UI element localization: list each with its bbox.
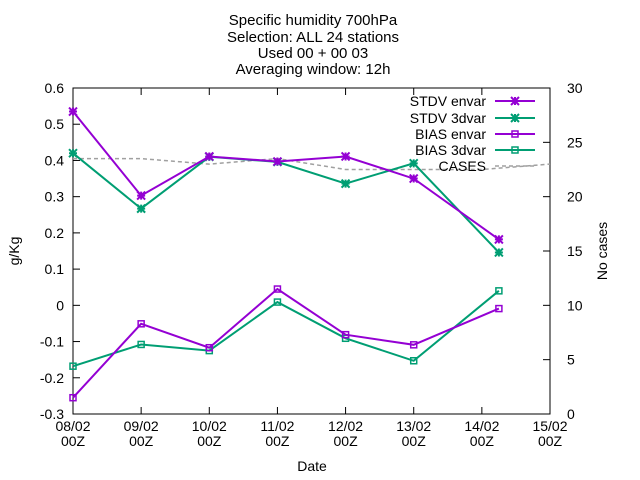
legend-label: STDV envar [410, 93, 487, 109]
star-marker [272, 156, 283, 167]
x-tick-label-date: 15/02 [532, 418, 567, 434]
square-marker [495, 287, 503, 295]
series-bias-3dvar [69, 287, 503, 370]
y-tick-label: 0.6 [45, 80, 65, 96]
square-marker [341, 330, 350, 339]
star-marker [409, 158, 419, 169]
y-tick-label: -0.1 [40, 334, 64, 350]
star-marker [340, 151, 351, 162]
series-line [72, 287, 500, 399]
star-marker [68, 106, 78, 117]
x-tick-label-time: 00Z [197, 433, 222, 449]
chart-title-line-4: Averaging window: 12h [236, 61, 391, 78]
y-axis-label: g/Kg [6, 237, 22, 266]
y-tick-label: 0.2 [45, 225, 65, 241]
star-marker [510, 96, 520, 106]
legend-entry: BIAS envar [415, 126, 535, 142]
legend-label: BIAS envar [415, 126, 486, 142]
legend-entry: BIAS 3dvar [415, 142, 535, 158]
y2-tick-label: 15 [567, 243, 583, 259]
y2-tick-label: 25 [567, 134, 583, 150]
star-marker [409, 173, 419, 184]
star-marker [340, 178, 351, 189]
chart-title-line-2: Selection: ALL 24 stations [227, 29, 399, 46]
square-marker [511, 146, 519, 154]
star-marker [510, 113, 520, 123]
star-marker [136, 190, 146, 201]
ticks-layer: 0.6 0.5 0.4 0.3 0.2 0.1 0 -0.1 -0.2 -0.3 30 25 20 15 1… [40, 80, 583, 449]
series-line [73, 157, 551, 171]
square-marker [273, 285, 282, 293]
legend-entry: CASES [439, 158, 535, 174]
y2-tick-label: 10 [567, 297, 583, 313]
chart-title-line-3: Used 00 + 00 03 [258, 45, 369, 62]
square-marker [511, 130, 519, 138]
square-marker [495, 304, 503, 313]
x-tick-label-date: 08/02 [55, 418, 90, 434]
y-tick-label: 0.4 [45, 152, 65, 168]
star-marker [136, 203, 146, 214]
x-tick-label-date: 10/02 [192, 418, 227, 434]
star-marker [494, 234, 504, 245]
y-tick-label: 0.1 [45, 261, 65, 277]
x-tick-label-time: 00Z [129, 433, 154, 449]
y2-tick-label: 5 [567, 352, 575, 368]
star-marker [204, 151, 214, 162]
y-tick-label: 0.5 [45, 116, 65, 132]
y2-tick-label: 20 [567, 189, 583, 205]
y-tick-label: 0.3 [45, 189, 65, 205]
x-tick-label-date: 13/02 [396, 418, 431, 434]
star-marker [494, 247, 504, 258]
y2-tick-label: 0 [567, 406, 575, 422]
y-tick-label: -0.2 [40, 370, 64, 386]
series-stdv-envar [68, 106, 504, 245]
x-tick-label-date: 14/02 [464, 418, 499, 434]
series-layer [68, 106, 551, 402]
y2-axis-label: No cases [594, 222, 610, 280]
square-marker [409, 341, 418, 349]
y2-tick-label: 30 [567, 80, 583, 96]
square-marker [205, 343, 214, 352]
legend-label: STDV 3dvar [410, 110, 487, 126]
chart-title-line-1: Specific humidity 700hPa [229, 12, 398, 29]
x-tick-label-time: 00Z [265, 433, 290, 449]
series-line [72, 290, 500, 368]
square-marker [273, 298, 282, 306]
legend-label: CASES [439, 158, 486, 174]
star-marker [68, 148, 78, 158]
square-marker [409, 357, 418, 365]
y-tick-label: 0 [56, 297, 64, 313]
square-marker [69, 362, 77, 370]
series-cases [73, 157, 551, 171]
legend-entry: STDV envar [410, 93, 535, 109]
series-line [72, 152, 500, 254]
y-tick-label: -0.3 [40, 406, 64, 422]
legend-entry: STDV 3dvar [410, 110, 535, 126]
chart-title: Specific humidity 700hPa Selection: ALL … [227, 12, 399, 78]
square-marker [137, 340, 145, 349]
x-tick-label-time: 00Z [334, 433, 359, 449]
x-tick-label-time: 00Z [61, 433, 86, 449]
square-marker [69, 393, 77, 402]
square-marker [137, 320, 145, 328]
x-tick-label-time: 00Z [470, 433, 495, 449]
x-axis-label: Date [297, 458, 327, 474]
x-tick-label-date: 11/02 [260, 418, 294, 434]
x-tick-label-date: 12/02 [328, 418, 363, 434]
series-bias-envar [69, 285, 503, 402]
x-tick-label-time: 00Z [538, 433, 563, 449]
x-tick-label-time: 00Z [402, 433, 427, 449]
x-tick-label-date: 09/02 [124, 418, 159, 434]
legend-label: BIAS 3dvar [415, 142, 486, 158]
